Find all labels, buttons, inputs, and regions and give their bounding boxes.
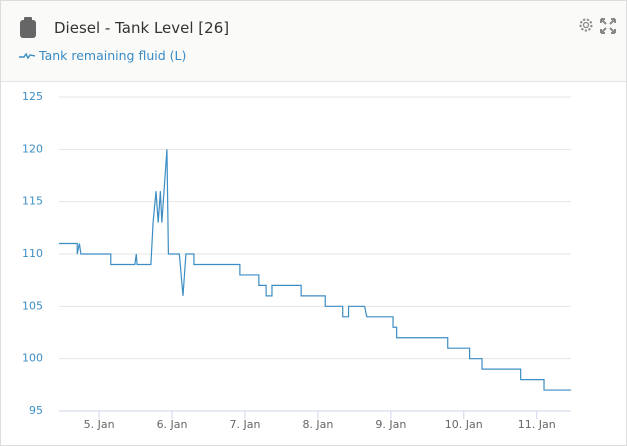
data-line bbox=[59, 149, 571, 391]
x-tick-label: 5. Jan bbox=[84, 418, 115, 431]
y-tick-label: 95 bbox=[29, 404, 43, 417]
y-tick-label: 100 bbox=[22, 352, 43, 365]
y-tick-label: 125 bbox=[22, 90, 43, 103]
tank-icon bbox=[20, 17, 36, 38]
legend-symbol bbox=[19, 52, 35, 59]
x-tick-label: 8. Jan bbox=[302, 418, 333, 431]
x-tick-label: 10. Jan bbox=[445, 418, 483, 431]
x-tick-label: 7. Jan bbox=[230, 418, 261, 431]
expand-button[interactable] bbox=[599, 17, 617, 35]
y-tick-label: 115 bbox=[22, 195, 43, 208]
legend-label: Tank remaining fluid (L) bbox=[39, 48, 187, 63]
y-tick-label: 105 bbox=[22, 299, 43, 312]
settings-button[interactable] bbox=[578, 17, 594, 33]
y-tick-label: 110 bbox=[22, 247, 43, 260]
widget-title: Diesel - Tank Level [26] bbox=[54, 19, 230, 37]
x-tick-label: 9. Jan bbox=[375, 418, 406, 431]
x-tick-label: 6. Jan bbox=[157, 418, 188, 431]
widget-header: Diesel - Tank Level [26] Tank remaining … bbox=[1, 1, 626, 82]
x-tick-label: 11. Jan bbox=[518, 418, 556, 431]
y-tick-label: 120 bbox=[22, 142, 43, 155]
legend-item[interactable]: Tank remaining fluid (L) bbox=[19, 48, 186, 63]
